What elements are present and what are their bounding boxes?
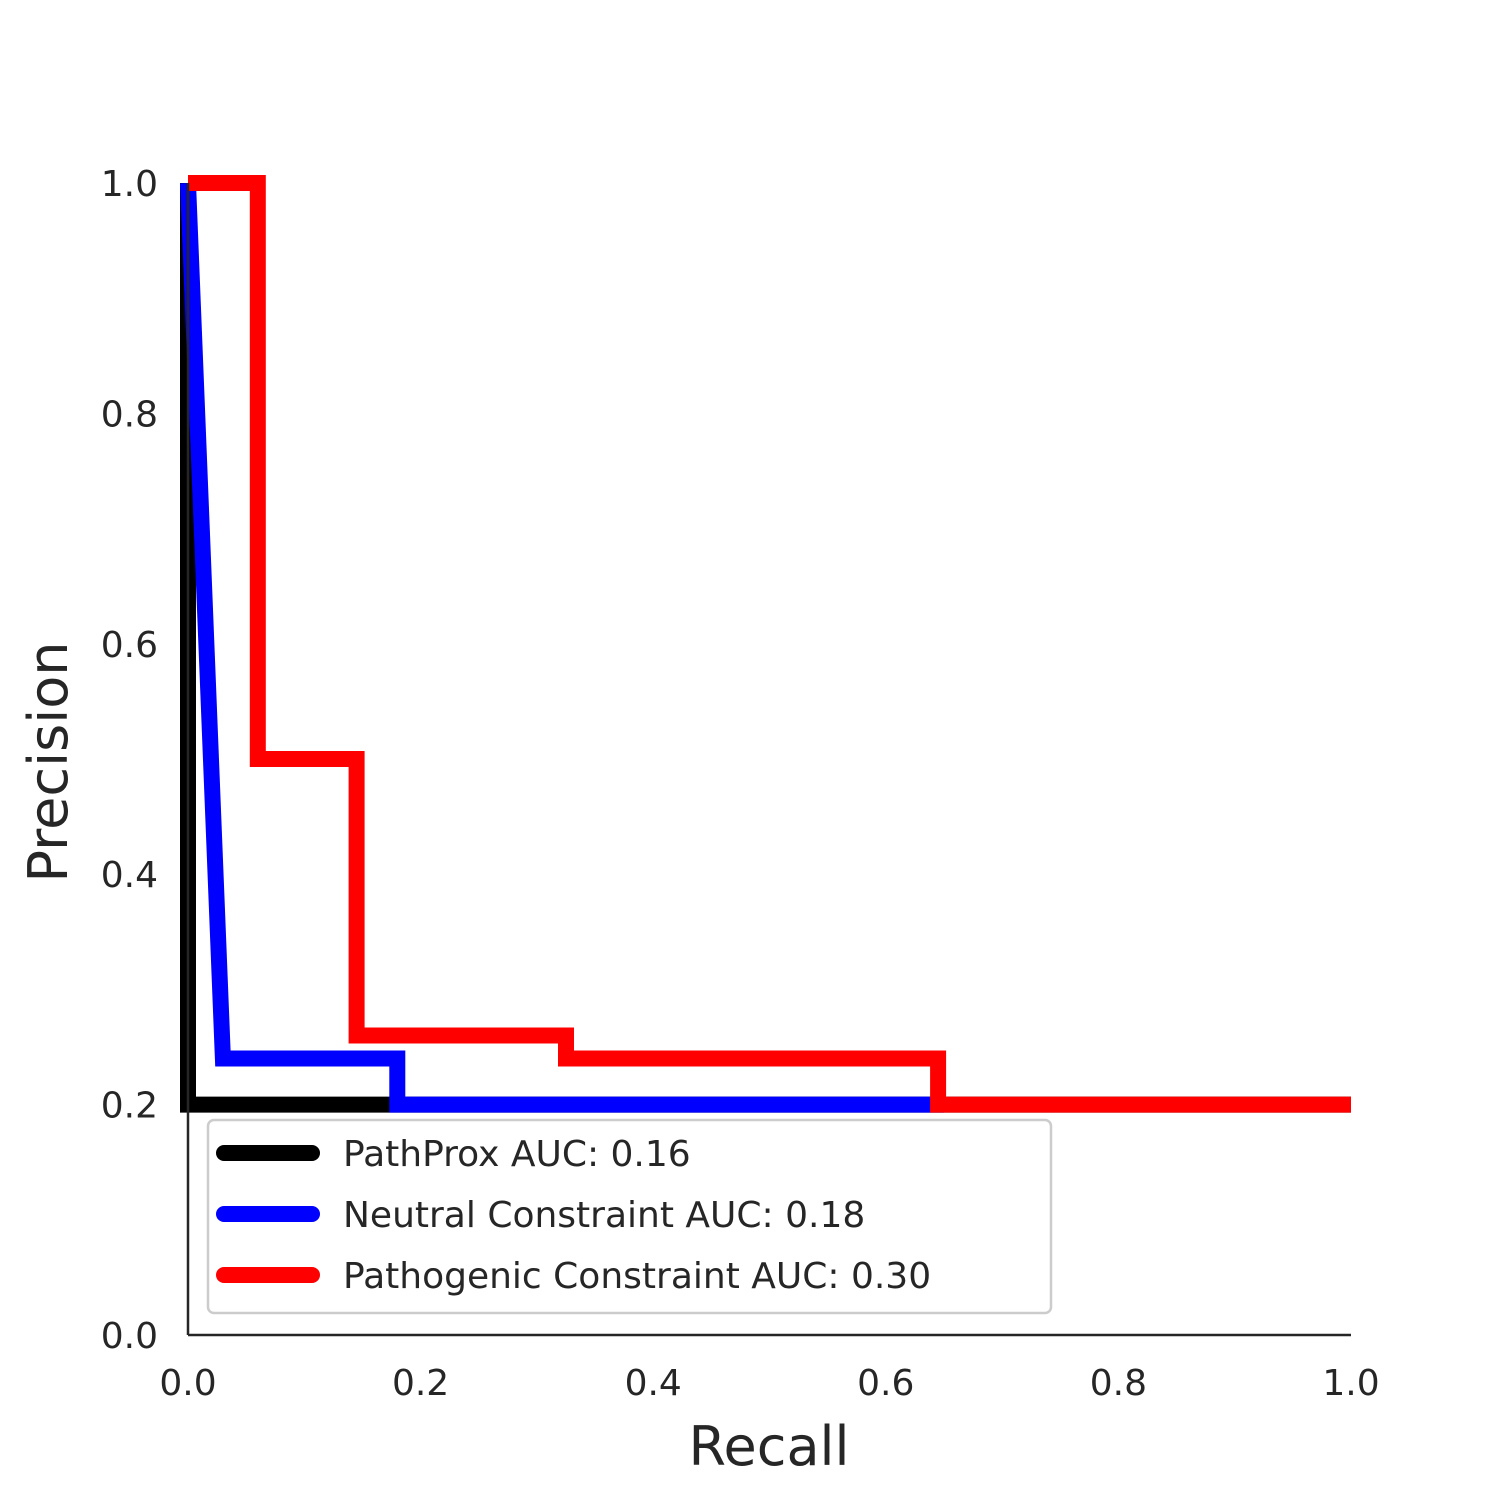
y-axis-title: Precision (17, 642, 80, 883)
series-line-2 (188, 175, 1351, 1113)
x-tick-label: 0.6 (857, 1363, 914, 1404)
legend-label-2: Pathogenic Constraint AUC: 0.30 (343, 1256, 931, 1297)
y-tick-label: 0.2 (101, 1086, 158, 1127)
y-tick-labels: 0.0 0.2 0.4 0.6 0.8 1.0 (101, 164, 158, 1357)
legend-label-0: PathProx AUC: 0.16 (343, 1134, 691, 1175)
x-tick-label: 1.0 (1322, 1363, 1379, 1404)
y-tick-label: 1.0 (101, 164, 158, 205)
y-tick-label: 0.0 (101, 1316, 158, 1357)
series-line-1 (180, 182, 944, 1113)
y-tick-label: 0.4 (101, 855, 158, 896)
x-tick-label: 0.0 (159, 1363, 216, 1404)
y-tick-label: 0.6 (101, 625, 158, 666)
legend: PathProx AUC: 0.16 Neutral Constraint AUC… (206, 1118, 1053, 1315)
x-tick-label: 0.8 (1090, 1363, 1147, 1404)
x-tick-label: 0.2 (392, 1363, 449, 1404)
x-axis-title: Recall (688, 1415, 849, 1478)
x-tick-labels: 0.0 0.2 0.4 0.6 0.8 1.0 (159, 1363, 1379, 1404)
x-tick-label: 0.4 (625, 1363, 682, 1404)
legend-box (206, 1118, 1053, 1315)
y-tick-label: 0.8 (101, 394, 158, 435)
legend-items: PathProx AUC: 0.16 Neutral Constraint AUC… (216, 1134, 931, 1297)
legend-label-1: Neutral Constraint AUC: 0.18 (343, 1195, 865, 1236)
